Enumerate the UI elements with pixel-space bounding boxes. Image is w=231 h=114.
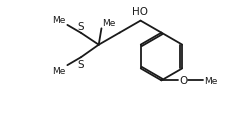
Text: S: S [77, 60, 83, 70]
Text: Me: Me [203, 76, 216, 85]
Text: O: O [179, 76, 187, 86]
Text: Me: Me [52, 15, 65, 24]
Text: Me: Me [52, 67, 65, 76]
Text: HO: HO [131, 6, 147, 16]
Text: S: S [77, 22, 83, 32]
Text: Me: Me [102, 18, 116, 27]
